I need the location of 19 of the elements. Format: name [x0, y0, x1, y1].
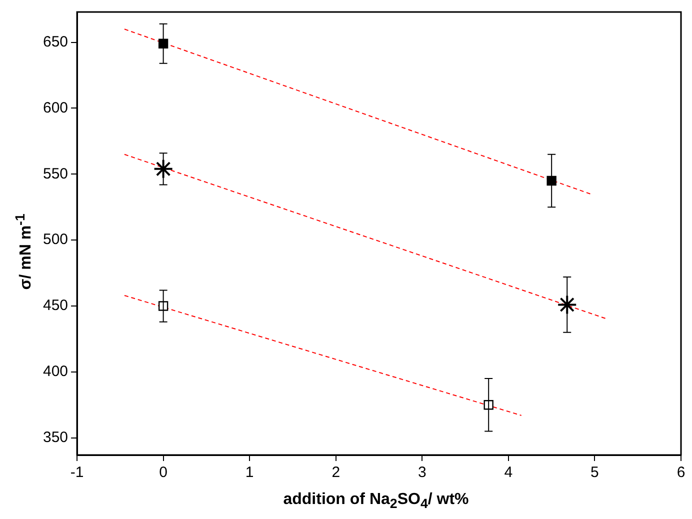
x-axis-title: addition of Na$_{2}$SO$_{4}$/ wt%	[282, 490, 470, 511]
x-tick-label: -1	[70, 464, 84, 482]
x-tick-label: 2	[332, 464, 340, 482]
y-tick-label: 600	[42, 99, 68, 116]
point	[557, 294, 578, 315]
point	[546, 176, 556, 186]
y-tick-label: 500	[42, 231, 68, 248]
x-tick-label: 0	[159, 464, 168, 482]
x-tick-label: 5	[590, 464, 599, 482]
point	[153, 158, 174, 179]
y-tick-label: 400	[42, 363, 68, 380]
x-tick-label: 6	[676, 464, 686, 482]
y-tick-label: 350	[42, 429, 68, 446]
y-tick-label: 550	[42, 165, 68, 182]
y-tick-label: 450	[42, 297, 68, 314]
y-tick-label: 650	[42, 33, 68, 50]
x-tick-label: 3	[418, 464, 426, 482]
x-tick-label: 4	[504, 464, 513, 482]
x-tick-label: 1	[245, 464, 254, 482]
